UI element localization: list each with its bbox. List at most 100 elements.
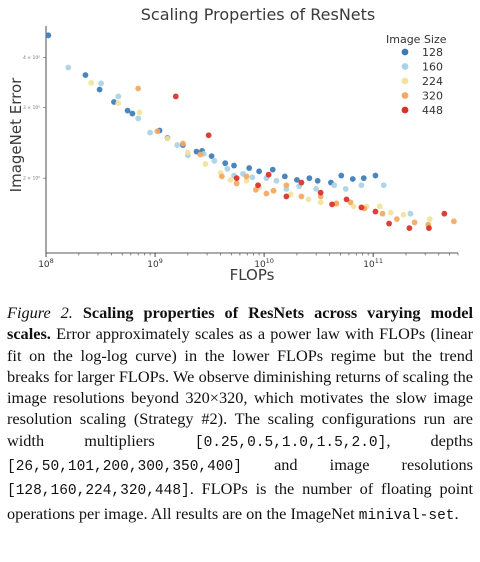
data-point-448 xyxy=(317,189,324,196)
data-point-160 xyxy=(65,64,72,71)
code-width-multipliers: [0.25,0.5,1.0,1.5,2.0] xyxy=(194,434,387,451)
data-point-128 xyxy=(45,32,52,39)
data-point-160 xyxy=(135,115,142,122)
legend-title: Image Size xyxy=(386,33,447,46)
data-point-224 xyxy=(317,199,324,206)
data-point-320 xyxy=(379,210,386,217)
data-point-224 xyxy=(136,109,143,116)
data-point-128 xyxy=(96,86,103,93)
code-eval-split: minival-set xyxy=(358,507,455,524)
data-point-224 xyxy=(376,203,383,210)
data-point-224 xyxy=(350,203,357,210)
code-resolutions: [128,160,224,320,448] xyxy=(7,483,190,500)
data-point-448 xyxy=(406,225,413,232)
data-point-448 xyxy=(255,182,261,189)
data-point-160 xyxy=(273,177,280,184)
data-point-320 xyxy=(233,180,240,187)
y-tick-label: 4 × 10⁰ xyxy=(23,55,40,61)
data-point-320 xyxy=(135,85,142,92)
data-point-320 xyxy=(283,182,290,189)
data-point-160 xyxy=(331,182,338,189)
data-point-128 xyxy=(82,72,89,78)
data-point-448 xyxy=(283,193,290,200)
data-point-320 xyxy=(298,193,305,200)
x-tick-label: 1011 xyxy=(363,257,383,270)
data-point-224 xyxy=(164,135,171,142)
data-point-320 xyxy=(270,187,277,194)
data-point-160 xyxy=(98,80,104,87)
legend-marker-160 xyxy=(401,63,409,70)
data-point-320 xyxy=(154,128,161,135)
x-tick-label: 109 xyxy=(147,257,163,270)
data-point-128 xyxy=(349,176,356,182)
data-point-160 xyxy=(313,185,320,192)
data-point-160 xyxy=(115,93,122,100)
x-axis-ticks: 108 109 1010 1011 xyxy=(38,253,459,270)
caption-paragraph: Figure 2. Scaling properties of ResNets … xyxy=(7,302,473,527)
data-point-128 xyxy=(294,176,300,183)
data-point-448 xyxy=(205,132,212,139)
legend-marker-448 xyxy=(401,106,409,114)
caption-text-1: Error approximately scales as a power la… xyxy=(7,324,473,386)
data-point-128 xyxy=(372,172,379,179)
data-point-128 xyxy=(338,172,345,179)
data-point-160 xyxy=(380,182,387,189)
data-point-160 xyxy=(358,182,365,189)
data-point-448 xyxy=(233,175,240,182)
data-point-448 xyxy=(329,201,335,208)
caption-text-7: . xyxy=(454,503,459,523)
legend-label-160: 160 xyxy=(422,61,443,74)
data-point-160 xyxy=(224,165,231,172)
data-point-224 xyxy=(243,177,250,184)
data-point-448 xyxy=(298,179,305,186)
data-point-448 xyxy=(372,208,379,215)
data-point-160 xyxy=(147,129,153,136)
data-point-128 xyxy=(256,168,263,175)
caption-text-5: and image resolutions xyxy=(274,455,473,475)
data-point-128 xyxy=(246,165,253,171)
data-point-128 xyxy=(124,107,131,114)
figure-caption: Figure 2. Scaling properties of ResNets … xyxy=(7,302,473,527)
data-point-160 xyxy=(174,142,181,148)
legend-label-128: 128 xyxy=(422,46,443,59)
data-point-128 xyxy=(306,175,313,182)
data-point-224 xyxy=(305,196,312,203)
data-point-224 xyxy=(387,209,394,216)
data-point-320 xyxy=(243,173,250,180)
data-point-448 xyxy=(343,196,350,203)
data-point-320 xyxy=(197,151,204,158)
caption-text-3: The scaling configurations run are width… xyxy=(7,409,473,450)
data-point-128 xyxy=(129,110,136,117)
data-point-224 xyxy=(227,176,234,183)
caption-text-4: , depths xyxy=(386,430,474,450)
data-point-320 xyxy=(347,199,354,206)
data-point-128 xyxy=(360,175,367,182)
data-point-448 xyxy=(265,171,272,178)
data-point-128 xyxy=(269,166,276,173)
data-point-160 xyxy=(249,174,256,181)
data-point-448 xyxy=(172,93,179,100)
data-point-448 xyxy=(441,210,448,217)
data-point-128 xyxy=(281,173,288,180)
caption-text-2: We observe diminishing returns of scalin… xyxy=(7,366,473,429)
data-point-224 xyxy=(115,100,122,107)
data-point-128 xyxy=(222,160,229,167)
legend-marker-224 xyxy=(401,77,409,85)
data-point-224 xyxy=(88,79,95,86)
data-point-320 xyxy=(179,140,186,147)
data-point-224 xyxy=(202,161,209,167)
legend-marker-128 xyxy=(401,48,409,56)
data-point-320 xyxy=(252,186,259,193)
y-axis-label: ImageNet Error xyxy=(7,77,25,192)
caption-heading: Scaling properties of ResNets across var… xyxy=(7,303,473,344)
data-point-128 xyxy=(314,177,321,184)
x-tick-label: 108 xyxy=(38,257,54,270)
y-tick-label: 3 × 10⁰ xyxy=(23,105,40,111)
data-point-224 xyxy=(400,211,407,218)
chart-title: Scaling Properties of ResNets xyxy=(141,5,375,24)
y-tick-label: 2 × 10⁰ xyxy=(23,176,40,182)
data-point-448 xyxy=(426,225,432,232)
data-point-448 xyxy=(358,204,365,211)
y-axis-ticks: 4 × 10⁰ 3 × 10⁰ 2 × 10⁰ xyxy=(23,55,46,182)
